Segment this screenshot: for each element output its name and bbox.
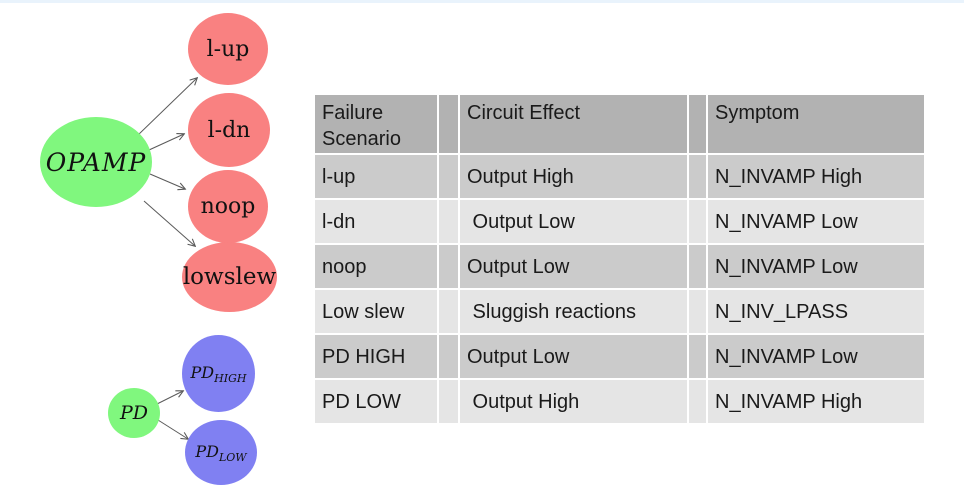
cell-spacer: [439, 155, 458, 198]
node-opamp-label: OPAMP: [45, 147, 147, 177]
node-pd-low: PDLOW: [185, 420, 257, 485]
cell-spacer: [689, 155, 706, 198]
cell-spacer: [439, 290, 458, 333]
node-opamp: OPAMP: [40, 117, 152, 207]
cell-scenario: Low slew: [315, 290, 437, 333]
node-l-up: l-up: [188, 13, 268, 85]
node-pd: PD: [108, 388, 160, 438]
cell-symptom: N_INVAMP High: [708, 155, 924, 198]
cell-spacer: [439, 335, 458, 378]
cell-spacer: [689, 380, 706, 423]
cell-symptom: N_INVAMP Low: [708, 335, 924, 378]
cell-symptom: N_INVAMP Low: [708, 200, 924, 243]
cell-scenario: PD LOW: [315, 380, 437, 423]
cell-spacer: [439, 245, 458, 288]
header-spacer-1: [439, 95, 458, 153]
arrow-pd-to-pdhigh: [156, 391, 183, 405]
cell-effect: Output Low: [460, 245, 687, 288]
arrow-opamp-to-ldn: [148, 134, 184, 151]
header-failure-scenario: Failure Scenario: [315, 95, 437, 153]
node-pd-low-base: PD: [195, 441, 219, 461]
node-pd-high-base: PD: [190, 362, 215, 382]
cell-scenario: noop: [315, 245, 437, 288]
node-l-dn-label: l-dn: [207, 117, 251, 143]
cell-effect: Output Low: [460, 200, 687, 243]
cell-effect: Output Low: [460, 335, 687, 378]
cell-symptom: N_INV_LPASS: [708, 290, 924, 333]
node-pd-low-subscript: LOW: [218, 450, 247, 464]
cell-effect: Sluggish reactions: [460, 290, 687, 333]
node-noop-label: noop: [200, 194, 256, 219]
cell-spacer: [689, 245, 706, 288]
header-symptom: Symptom: [708, 95, 924, 153]
node-pd-label: PD: [119, 402, 149, 424]
node-pd-high-label: PDHIGH: [191, 363, 247, 385]
node-l-up-label: l-up: [206, 36, 250, 62]
arrow-opamp-to-lup: [136, 78, 197, 137]
failure-scenario-table: Failure Scenario Circuit Effect Symptom …: [315, 95, 924, 423]
cell-effect: Output High: [460, 380, 687, 423]
cell-spacer: [689, 335, 706, 378]
fault-tree-diagram: OPAMP l-up l-dn noop lowslew PD PDHIGH P…: [0, 0, 310, 492]
node-pd-high-subscript: HIGH: [214, 371, 247, 385]
node-lowslew: lowslew: [182, 242, 277, 312]
node-pd-high: PDHIGH: [182, 335, 255, 412]
arrow-pd-to-pdlow: [157, 419, 188, 439]
cell-symptom: N_INVAMP High: [708, 380, 924, 423]
top-strip: [0, 0, 964, 3]
node-lowslew-label: lowslew: [182, 264, 277, 290]
header-circuit-effect: Circuit Effect: [460, 95, 687, 153]
node-l-dn: l-dn: [188, 93, 270, 167]
cell-scenario: l-dn: [315, 200, 437, 243]
header-spacer-2: [689, 95, 706, 153]
cell-scenario: l-up: [315, 155, 437, 198]
cell-effect: Output High: [460, 155, 687, 198]
cell-scenario: PD HIGH: [315, 335, 437, 378]
node-noop: noop: [188, 170, 268, 243]
node-pd-low-label: PDLOW: [195, 442, 246, 464]
arrow-opamp-to-lowslew: [143, 200, 195, 246]
diagram-arrows: [136, 0, 310, 492]
cell-spacer: [439, 200, 458, 243]
cell-symptom: N_INVAMP Low: [708, 245, 924, 288]
cell-spacer: [439, 380, 458, 423]
arrow-opamp-to-noop: [149, 173, 185, 189]
cell-spacer: [689, 200, 706, 243]
cell-spacer: [689, 290, 706, 333]
